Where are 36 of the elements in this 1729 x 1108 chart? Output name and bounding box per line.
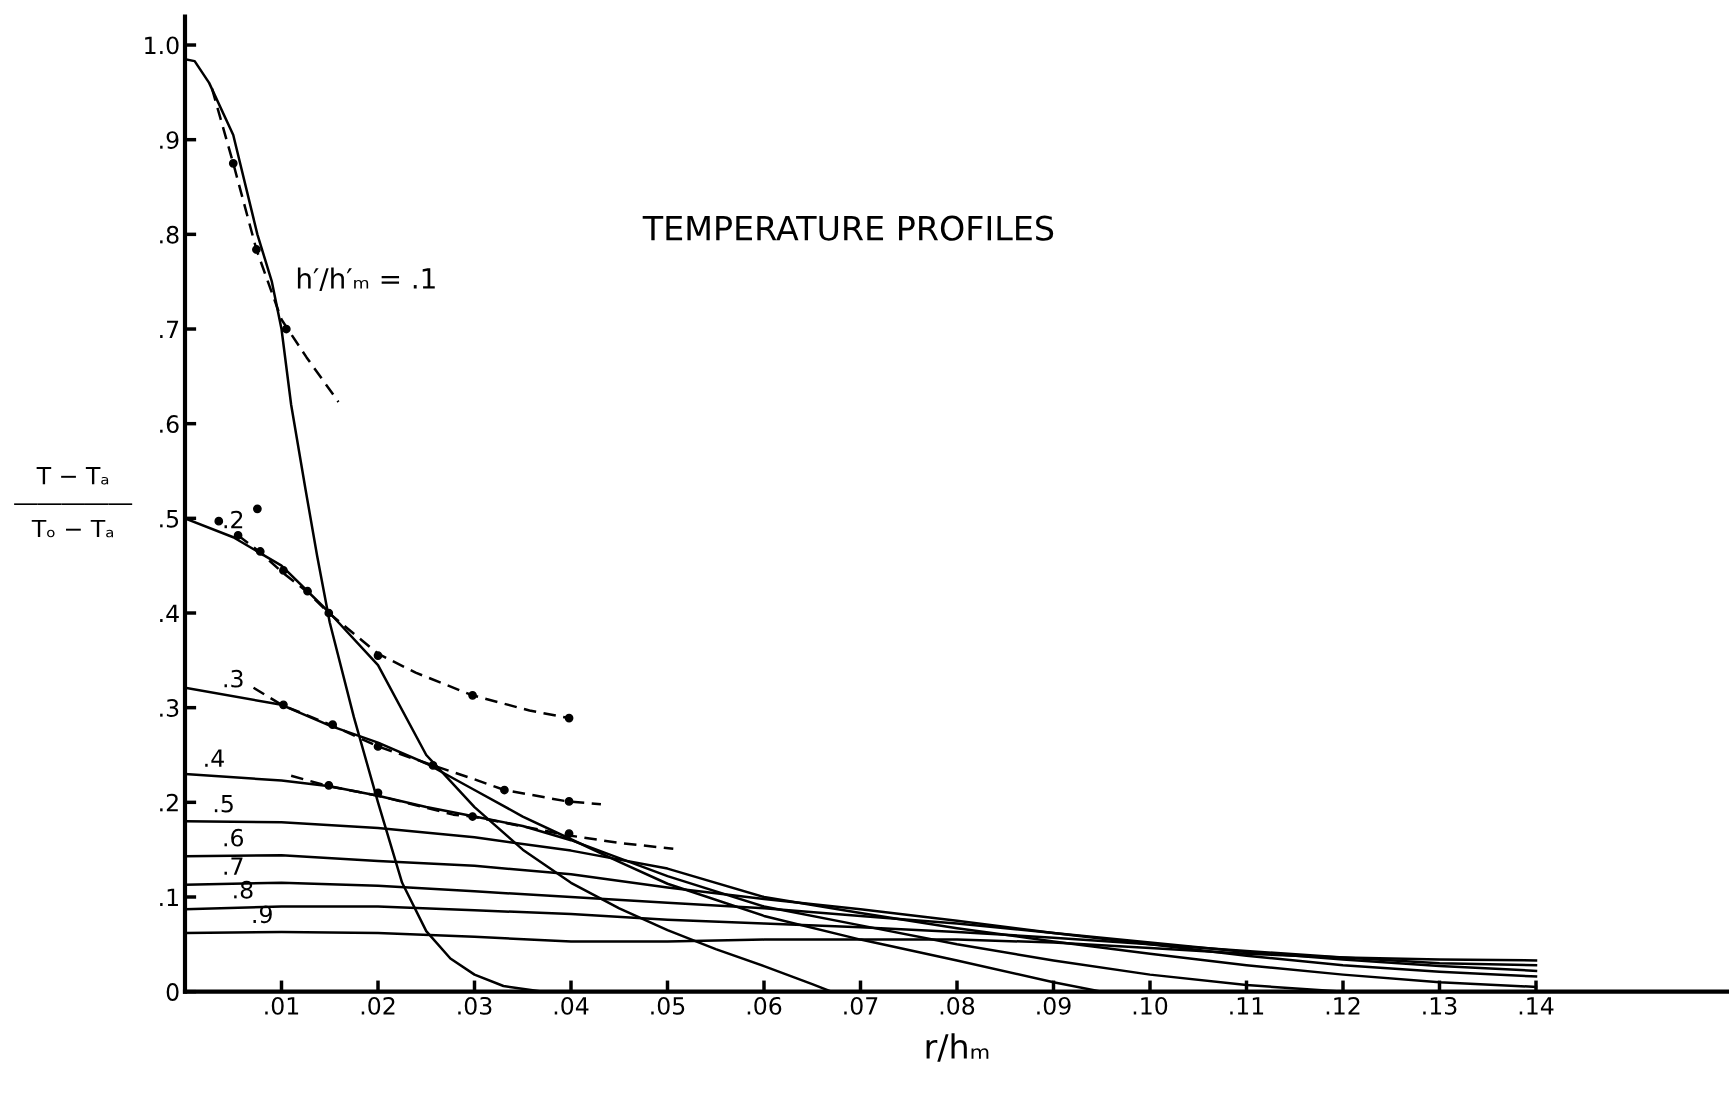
y-tick-label: .6 <box>160 415 179 433</box>
annotation: .7 <box>224 857 243 875</box>
x-tick-label: .07 <box>844 996 878 1015</box>
x-tick-label: .06 <box>747 996 782 1015</box>
y-tick-label: .9 <box>160 131 179 149</box>
text: TEMPERATURE PROFILES <box>642 215 1054 241</box>
x-tick-label: .04 <box>554 996 589 1015</box>
annotation: .6 <box>224 828 244 847</box>
x-tick-label: .01 <box>265 996 299 1015</box>
annotation: .2 <box>224 510 243 529</box>
y-tick-label: .3 <box>160 699 179 717</box>
y-tick-label: .4 <box>160 604 179 622</box>
annotation: .5 <box>214 794 233 813</box>
x-tick-label: .10 <box>1133 996 1168 1015</box>
x-tick-label: .12 <box>1326 996 1360 1015</box>
annotation: .8 <box>234 880 253 899</box>
annotation: .4 <box>205 749 224 767</box>
y-tick-label: .1 <box>160 888 178 906</box>
x-tick-label: .03 <box>458 996 492 1015</box>
y-tick-label: .8 <box>160 225 179 244</box>
y-axis-title: T − Tₐ ――――― Tₒ − Tₐ <box>14 467 133 538</box>
y-tick-label: .2 <box>160 793 178 812</box>
y-tick-label: .5 <box>160 510 179 528</box>
x-tick-label: .09 <box>1037 996 1071 1015</box>
y-tick-label: .7 <box>160 320 179 338</box>
x-axis-title: r/hₘ <box>926 1033 989 1062</box>
x-tick-label: .14 <box>1519 997 1554 1015</box>
x-tick-label: .02 <box>361 996 395 1015</box>
y-tick-label: 0 <box>166 983 179 1001</box>
annotation: h′/h′ₘ = .1 <box>297 267 435 292</box>
y-tick-label: 1.0 <box>145 36 179 55</box>
x-tick-label: .11 <box>1230 997 1264 1015</box>
annotation: .3 <box>224 669 243 688</box>
x-tick-label: .13 <box>1423 996 1457 1015</box>
x-tick-label: .08 <box>940 996 975 1015</box>
x-tick-label: .05 <box>651 996 685 1015</box>
